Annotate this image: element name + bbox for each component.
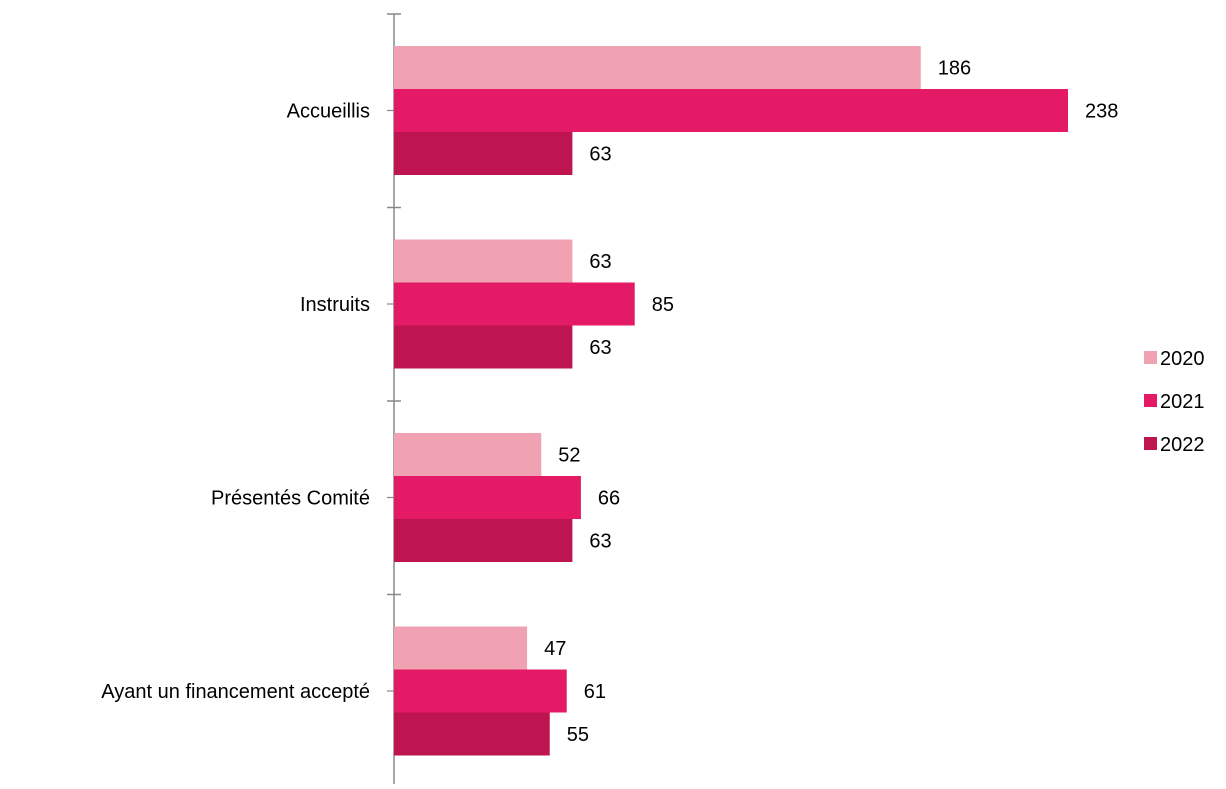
category-label: Accueillis (287, 101, 370, 123)
category-label: Ayant un financement accepté (101, 681, 370, 703)
bar-2020 (394, 433, 542, 476)
legend-label: 2020 (1160, 348, 1205, 370)
category-label: Présentés Comité (211, 488, 370, 510)
legend-label: 2022 (1160, 434, 1205, 456)
data-label: 63 (589, 337, 611, 359)
legend-label: 2021 (1160, 391, 1205, 413)
legend-swatch (1144, 437, 1157, 450)
bar-2020 (394, 239, 573, 283)
data-label: 186 (938, 58, 971, 80)
legend: 2020 2021 2022 (1144, 348, 1205, 456)
data-label: 66 (598, 488, 620, 510)
data-label: 85 (652, 294, 674, 316)
data-label: 55 (567, 724, 589, 746)
data-label: 63 (589, 144, 611, 166)
bar-2020 (394, 46, 921, 89)
bar-2022 (394, 519, 573, 562)
bar-2022 (394, 132, 573, 175)
bars (394, 46, 1068, 756)
category-label: Instruits (300, 294, 370, 316)
bar-2021 (394, 669, 567, 713)
data-label: 61 (584, 681, 606, 703)
bar-2020 (394, 626, 528, 670)
data-label: 63 (589, 531, 611, 553)
data-label: 238 (1085, 101, 1118, 123)
legend-swatch (1144, 394, 1157, 407)
data-labels: 186 238 63 63 85 63 52 66 63 47 61 55 (544, 58, 1118, 747)
bar-2021 (394, 476, 581, 519)
bar-2022 (394, 712, 550, 756)
data-label: 63 (589, 251, 611, 273)
data-label: 47 (544, 638, 566, 660)
category-labels: Accueillis Instruits Présentés Comité Ayant… (101, 101, 394, 703)
bar-2022 (394, 325, 573, 369)
axis-ticks (387, 13, 401, 596)
bar-2021 (394, 282, 635, 326)
legend-swatch (1144, 351, 1157, 364)
data-label: 52 (558, 445, 580, 467)
bar-2021 (394, 89, 1068, 132)
